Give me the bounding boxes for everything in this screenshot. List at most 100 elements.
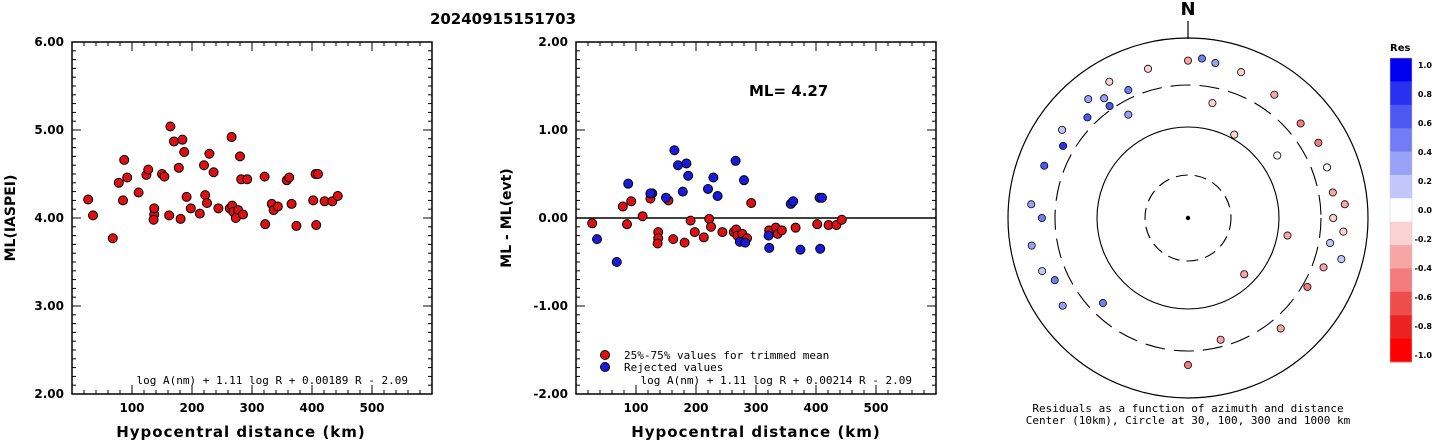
rejected-point bbox=[645, 188, 656, 199]
data-point bbox=[260, 219, 271, 230]
station-residual-point bbox=[1329, 213, 1338, 222]
legend-trimmed-marker bbox=[600, 350, 610, 360]
y-tick-label: 3.00 bbox=[34, 299, 64, 313]
trimmed-point bbox=[626, 196, 637, 207]
rejected-point bbox=[703, 183, 713, 194]
station-residual-point bbox=[1058, 125, 1067, 134]
circle-30km bbox=[1144, 174, 1232, 262]
colorbar-cell bbox=[1390, 174, 1412, 199]
station-residual-point bbox=[1084, 95, 1093, 104]
station-residual-point bbox=[1058, 301, 1067, 310]
station-residual-point bbox=[1059, 141, 1068, 150]
station-residual-point bbox=[1314, 138, 1323, 147]
data-point bbox=[311, 220, 322, 231]
panel2-x-axis-label: Hypocentral distance (km) bbox=[631, 423, 881, 441]
station-residual-point bbox=[1230, 130, 1239, 139]
polar-points bbox=[1027, 54, 1349, 370]
trimmed-point bbox=[637, 211, 648, 222]
rejected-point bbox=[817, 192, 827, 203]
x-tick-label: 300 bbox=[743, 401, 768, 415]
trimmed-point bbox=[746, 198, 757, 209]
rejected-point bbox=[740, 237, 751, 248]
panel1-y-axis-label: ML(IASPEI) bbox=[3, 175, 19, 262]
rejected-point bbox=[683, 170, 694, 181]
station-residual-point bbox=[1184, 361, 1193, 370]
rejected-point bbox=[764, 242, 775, 253]
trimmed-point bbox=[836, 214, 847, 225]
y-tick-label: 2.00 bbox=[538, 35, 568, 49]
colorbar-tick-label: -0.4 bbox=[1415, 264, 1433, 273]
legend-rejected-label: Rejected values bbox=[624, 361, 723, 374]
station-residual-point bbox=[1323, 163, 1332, 172]
data-point bbox=[164, 210, 175, 221]
panel2-points bbox=[587, 145, 847, 267]
rejected-point bbox=[708, 172, 719, 183]
y-tick-label: 2.00 bbox=[34, 387, 64, 401]
colorbar-tick-label: 0.4 bbox=[1418, 148, 1433, 157]
trimmed-point bbox=[617, 201, 628, 212]
circle-100km bbox=[1096, 126, 1280, 310]
station-residual-point bbox=[1144, 64, 1153, 73]
station-residual-point bbox=[1100, 94, 1109, 103]
panel1-formula: log A(nm) + 1.11 log R + 0.00189 R - 2.0… bbox=[136, 374, 408, 387]
legend-rejected-marker bbox=[600, 362, 610, 372]
colorbar-cells bbox=[1389, 57, 1413, 363]
event-title: 20240915151703 bbox=[430, 10, 576, 28]
rejected-point bbox=[677, 186, 688, 197]
rejected-point bbox=[669, 145, 680, 156]
rejected-point bbox=[712, 191, 723, 201]
colorbar-tick-label: 0.6 bbox=[1418, 119, 1433, 128]
data-point bbox=[177, 134, 188, 145]
station-residual-point bbox=[1270, 90, 1279, 99]
data-point bbox=[88, 210, 98, 221]
trimmed-point bbox=[652, 238, 663, 249]
trimmed-point bbox=[668, 234, 679, 245]
colorbar-cell bbox=[1390, 58, 1412, 82]
colorbar-title: Res bbox=[1390, 43, 1410, 54]
data-point bbox=[169, 136, 179, 147]
data-point bbox=[272, 201, 283, 212]
ml-value-annotation: ML= 4.27 bbox=[749, 82, 828, 100]
station-residual-point bbox=[1216, 335, 1225, 344]
data-point bbox=[118, 195, 128, 206]
polar-caption-line1: Residuals as a function of azimuth and d… bbox=[1032, 402, 1343, 415]
station-residual-point bbox=[1105, 77, 1114, 86]
data-point bbox=[199, 160, 209, 171]
data-point bbox=[143, 164, 154, 175]
x-tick-label: 500 bbox=[863, 401, 888, 415]
y-tick-label: 1.00 bbox=[538, 123, 568, 137]
trimmed-point bbox=[717, 227, 728, 238]
rejected-point bbox=[815, 243, 826, 254]
data-point bbox=[286, 198, 297, 209]
data-point bbox=[226, 132, 237, 143]
station-residual-point bbox=[1083, 113, 1092, 122]
station-residual-point bbox=[1027, 241, 1036, 250]
station-residual-point bbox=[1184, 56, 1193, 65]
data-point bbox=[202, 198, 212, 209]
data-point bbox=[204, 148, 215, 159]
trimmed-point bbox=[587, 218, 598, 229]
station-residual-point bbox=[1303, 282, 1312, 291]
station-residual-point bbox=[1040, 161, 1049, 170]
colorbar-tick-label: -0.2 bbox=[1415, 235, 1433, 244]
legend-trimmed-label: 25%-75% values for trimmed mean bbox=[624, 349, 829, 362]
colorbar-cell bbox=[1390, 81, 1412, 106]
station-residual-point bbox=[1276, 324, 1285, 333]
panel1-points bbox=[83, 121, 343, 244]
trimmed-point bbox=[689, 227, 700, 238]
rejected-point bbox=[611, 257, 622, 267]
y-tick-label: 5.00 bbox=[34, 123, 64, 137]
colorbar-cell bbox=[1390, 198, 1412, 223]
station-residual-point bbox=[1197, 54, 1206, 63]
panel-polar-residuals: N Residuals as a function of azimuth and… bbox=[1007, 0, 1369, 427]
panel1-x-ticks: 100 200 300 400 500 bbox=[83, 42, 421, 415]
data-point bbox=[332, 191, 343, 201]
x-tick-label: 300 bbox=[239, 401, 264, 415]
rejected-point bbox=[739, 175, 749, 186]
panel2-x-ticks: 100 200 300 400 500 bbox=[587, 42, 925, 415]
station-residual-point bbox=[1211, 59, 1220, 68]
x-tick-label: 200 bbox=[683, 401, 708, 415]
panel1-frame bbox=[71, 41, 433, 395]
polar-caption-line2: Center (10km), Circle at 30, 100, 300 an… bbox=[1026, 414, 1351, 427]
data-point bbox=[175, 213, 186, 224]
